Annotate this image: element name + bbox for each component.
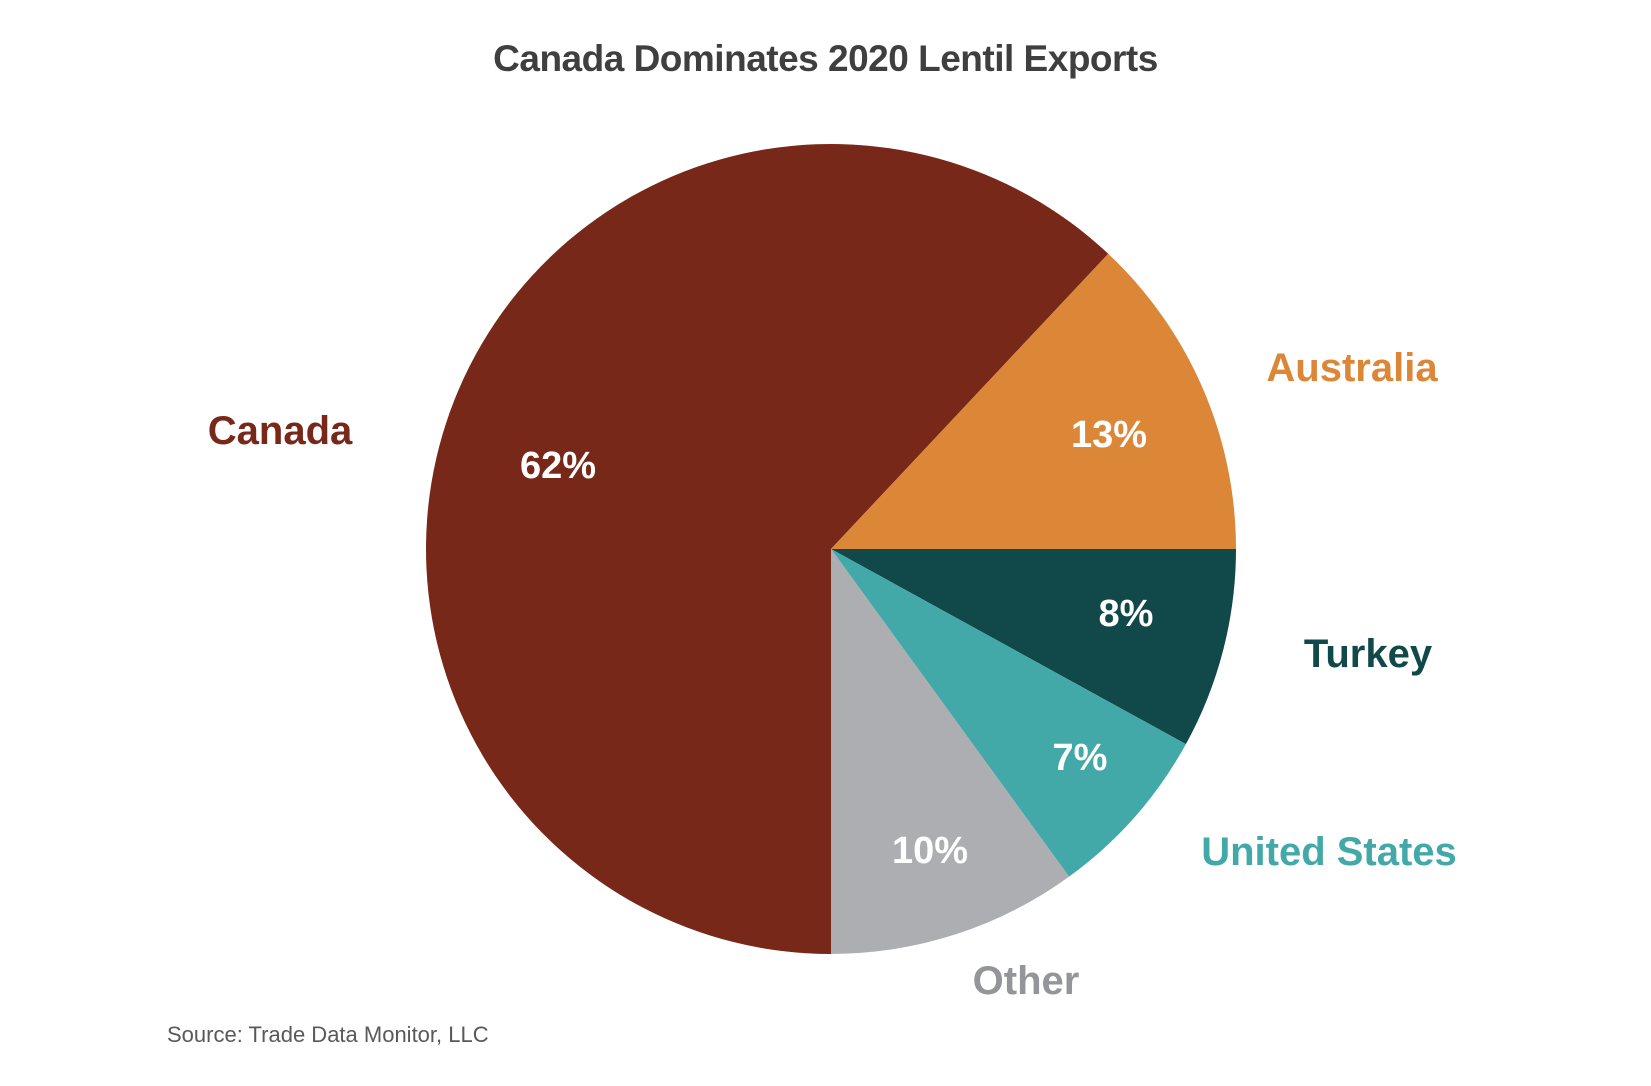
category-label-australia: Australia [1266, 346, 1438, 390]
source-note: Source: Trade Data Monitor, LLC [167, 1022, 489, 1047]
pie-slice-other [831, 549, 1070, 954]
pie-slice-canada [426, 144, 1109, 954]
data-label-united-states: 7% [1053, 737, 1108, 779]
category-label-canada: Canada [208, 409, 353, 453]
chart-title: Canada Dominates 2020 Lentil Exports [493, 38, 1158, 79]
data-label-turkey: 8% [1099, 593, 1154, 635]
data-label-canada: 62% [520, 445, 596, 487]
pie-slice-united-states [831, 549, 1186, 877]
data-label-other: 10% [892, 830, 968, 872]
category-label-other: Other [973, 959, 1080, 1003]
category-label-turkey: Turkey [1304, 632, 1433, 676]
data-label-australia: 13% [1071, 414, 1147, 456]
pie-slice-turkey [831, 549, 1236, 745]
pie-slice-australia [831, 253, 1236, 549]
category-label-united-states: United States [1201, 830, 1457, 874]
